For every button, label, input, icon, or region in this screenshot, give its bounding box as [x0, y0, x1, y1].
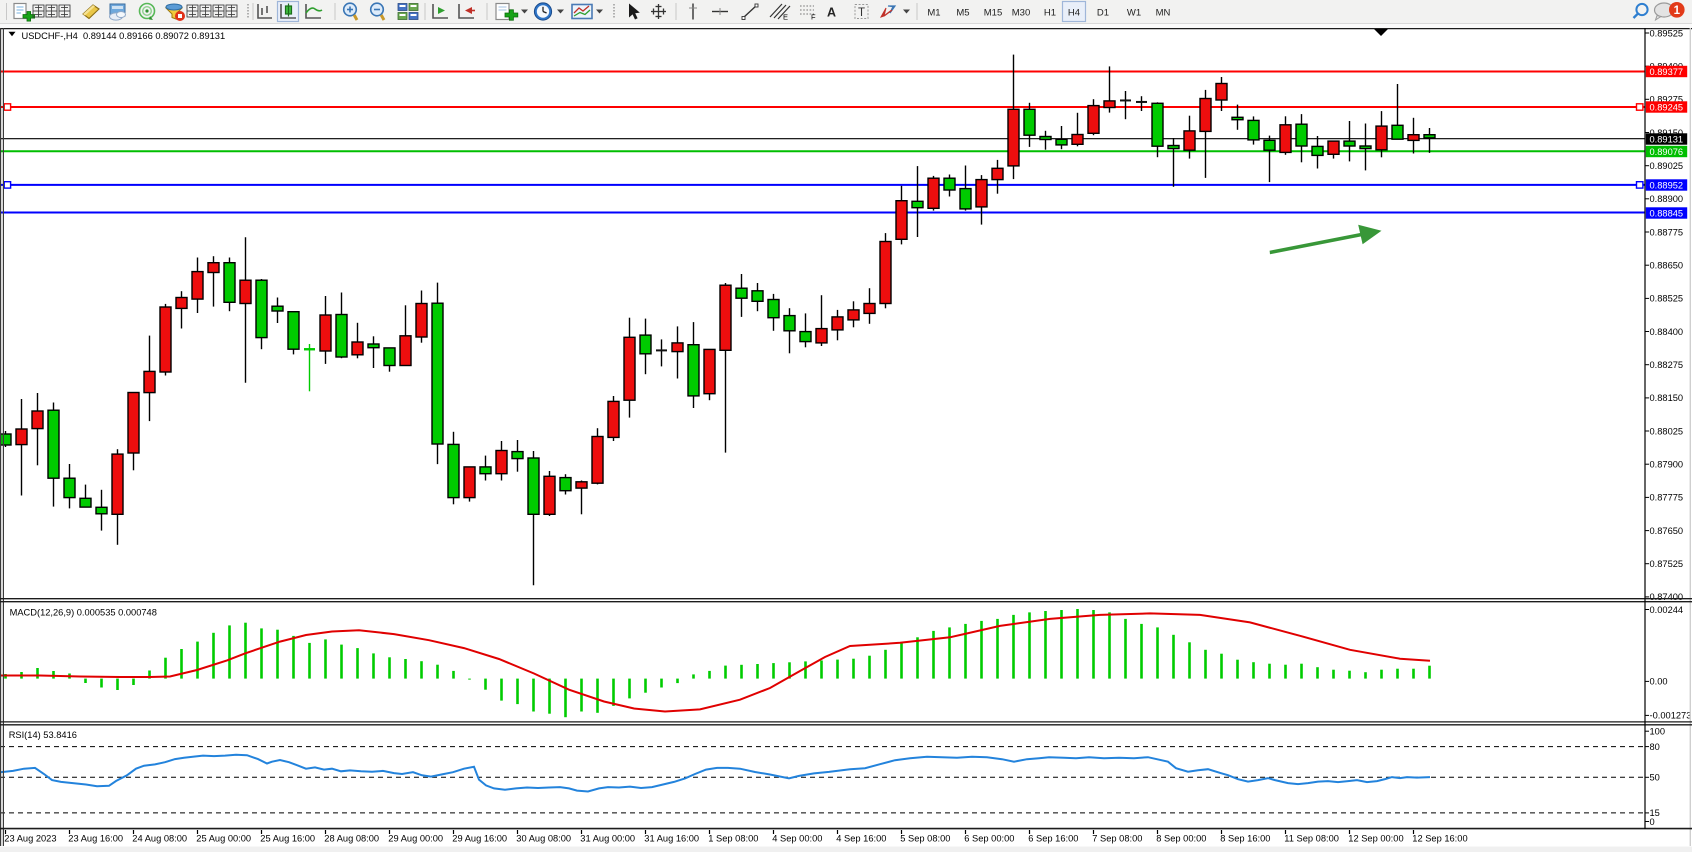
svg-text:1: 1 [1674, 5, 1681, 17]
svg-text:0.88845: 0.88845 [1650, 208, 1684, 218]
svg-text:0.89076: 0.89076 [1650, 147, 1684, 157]
svg-text:6 Sep 16:00: 6 Sep 16:00 [1028, 834, 1078, 844]
svg-text:30 Aug 08:00: 30 Aug 08:00 [516, 834, 571, 844]
svg-text:29 Aug 00:00: 29 Aug 00:00 [388, 834, 443, 844]
svg-text:29 Aug 16:00: 29 Aug 16:00 [452, 834, 507, 844]
svg-text:23 Aug 16:00: 23 Aug 16:00 [68, 834, 123, 844]
svg-text:0.89275: 0.89275 [1650, 95, 1684, 105]
svg-text:MACD(12,26,9) 0.000535 0.00074: MACD(12,26,9) 0.000535 0.000748 [10, 607, 157, 617]
svg-text:0.89131: 0.89131 [1650, 134, 1684, 144]
svg-text:11 Sep 08:00: 11 Sep 08:00 [1284, 834, 1339, 844]
svg-text:0.88025: 0.88025 [1650, 426, 1684, 436]
svg-text:0.88900: 0.88900 [1650, 194, 1684, 204]
svg-text:-0.001273: -0.001273 [1650, 711, 1692, 721]
svg-text:8 Sep 16:00: 8 Sep 16:00 [1220, 834, 1270, 844]
svg-text:M5: M5 [956, 8, 969, 19]
svg-text:31 Aug 16:00: 31 Aug 16:00 [644, 834, 699, 844]
svg-text:0.87775: 0.87775 [1650, 493, 1684, 503]
svg-text:28 Aug 08:00: 28 Aug 08:00 [324, 834, 379, 844]
svg-text:15: 15 [1650, 808, 1660, 818]
svg-text:0.89525: 0.89525 [1650, 28, 1684, 38]
svg-text:A: A [827, 6, 836, 20]
svg-text:T: T [858, 7, 865, 19]
svg-text:0.88275: 0.88275 [1650, 360, 1684, 370]
svg-text:6 Sep 00:00: 6 Sep 00:00 [964, 834, 1014, 844]
svg-text:4 Sep 00:00: 4 Sep 00:00 [772, 834, 822, 844]
svg-text:USDCHF-,H4 0.89144 0.89166 0.: USDCHF-,H4 0.89144 0.89166 0.89072 0.891… [22, 31, 226, 41]
svg-text:5 Sep 08:00: 5 Sep 08:00 [900, 834, 950, 844]
svg-text:0.88525: 0.88525 [1650, 294, 1684, 304]
svg-text:0.88650: 0.88650 [1650, 261, 1684, 271]
svg-text:80: 80 [1650, 742, 1660, 752]
svg-text:M1: M1 [927, 8, 940, 19]
svg-text:7 Sep 08:00: 7 Sep 08:00 [1092, 834, 1142, 844]
svg-text:H4: H4 [1068, 8, 1080, 19]
svg-text:D1: D1 [1097, 8, 1109, 19]
svg-text:0.87900: 0.87900 [1650, 460, 1684, 470]
svg-text:0.00244: 0.00244 [1650, 605, 1684, 615]
svg-text:0.89150: 0.89150 [1650, 128, 1684, 138]
svg-text:50: 50 [1650, 773, 1660, 783]
svg-text:F: F [811, 13, 816, 22]
svg-text:0.00: 0.00 [1650, 677, 1668, 687]
svg-text:31 Aug 00:00: 31 Aug 00:00 [580, 834, 635, 844]
svg-text:25 Aug 00:00: 25 Aug 00:00 [196, 834, 251, 844]
svg-text:0.89025: 0.89025 [1650, 161, 1684, 171]
svg-text:8 Sep 00:00: 8 Sep 00:00 [1156, 834, 1206, 844]
svg-text:0.88150: 0.88150 [1650, 393, 1684, 403]
svg-text:1 Sep 08:00: 1 Sep 08:00 [708, 834, 758, 844]
svg-text:RSI(14) 53.8416: RSI(14) 53.8416 [9, 730, 77, 740]
svg-text:24 Aug 08:00: 24 Aug 08:00 [132, 834, 187, 844]
svg-text:0.88775: 0.88775 [1650, 227, 1684, 237]
svg-text:12 Sep 16:00: 12 Sep 16:00 [1412, 834, 1467, 844]
svg-text:0.87650: 0.87650 [1650, 526, 1684, 536]
svg-text:H1: H1 [1044, 8, 1056, 19]
svg-text:25 Aug 16:00: 25 Aug 16:00 [260, 834, 315, 844]
svg-text:0.89245: 0.89245 [1650, 102, 1684, 112]
svg-text:4 Sep 16:00: 4 Sep 16:00 [836, 834, 886, 844]
svg-text:0.88400: 0.88400 [1650, 327, 1684, 337]
svg-text:0.89377: 0.89377 [1650, 67, 1684, 77]
svg-text:23 Aug 2023: 23 Aug 2023 [4, 834, 56, 844]
svg-text:12 Sep 00:00: 12 Sep 00:00 [1348, 834, 1403, 844]
svg-text:E: E [783, 13, 788, 22]
svg-text:W1: W1 [1127, 8, 1141, 19]
svg-text:0.87525: 0.87525 [1650, 559, 1684, 569]
svg-text:M15: M15 [984, 8, 1002, 19]
svg-text:0.88952: 0.88952 [1650, 180, 1684, 190]
svg-text:100: 100 [1650, 727, 1666, 737]
svg-text:0: 0 [1650, 817, 1655, 827]
svg-text:M30: M30 [1012, 8, 1030, 19]
svg-text:MN: MN [1156, 8, 1171, 19]
svg-text:0.87400: 0.87400 [1650, 592, 1684, 602]
